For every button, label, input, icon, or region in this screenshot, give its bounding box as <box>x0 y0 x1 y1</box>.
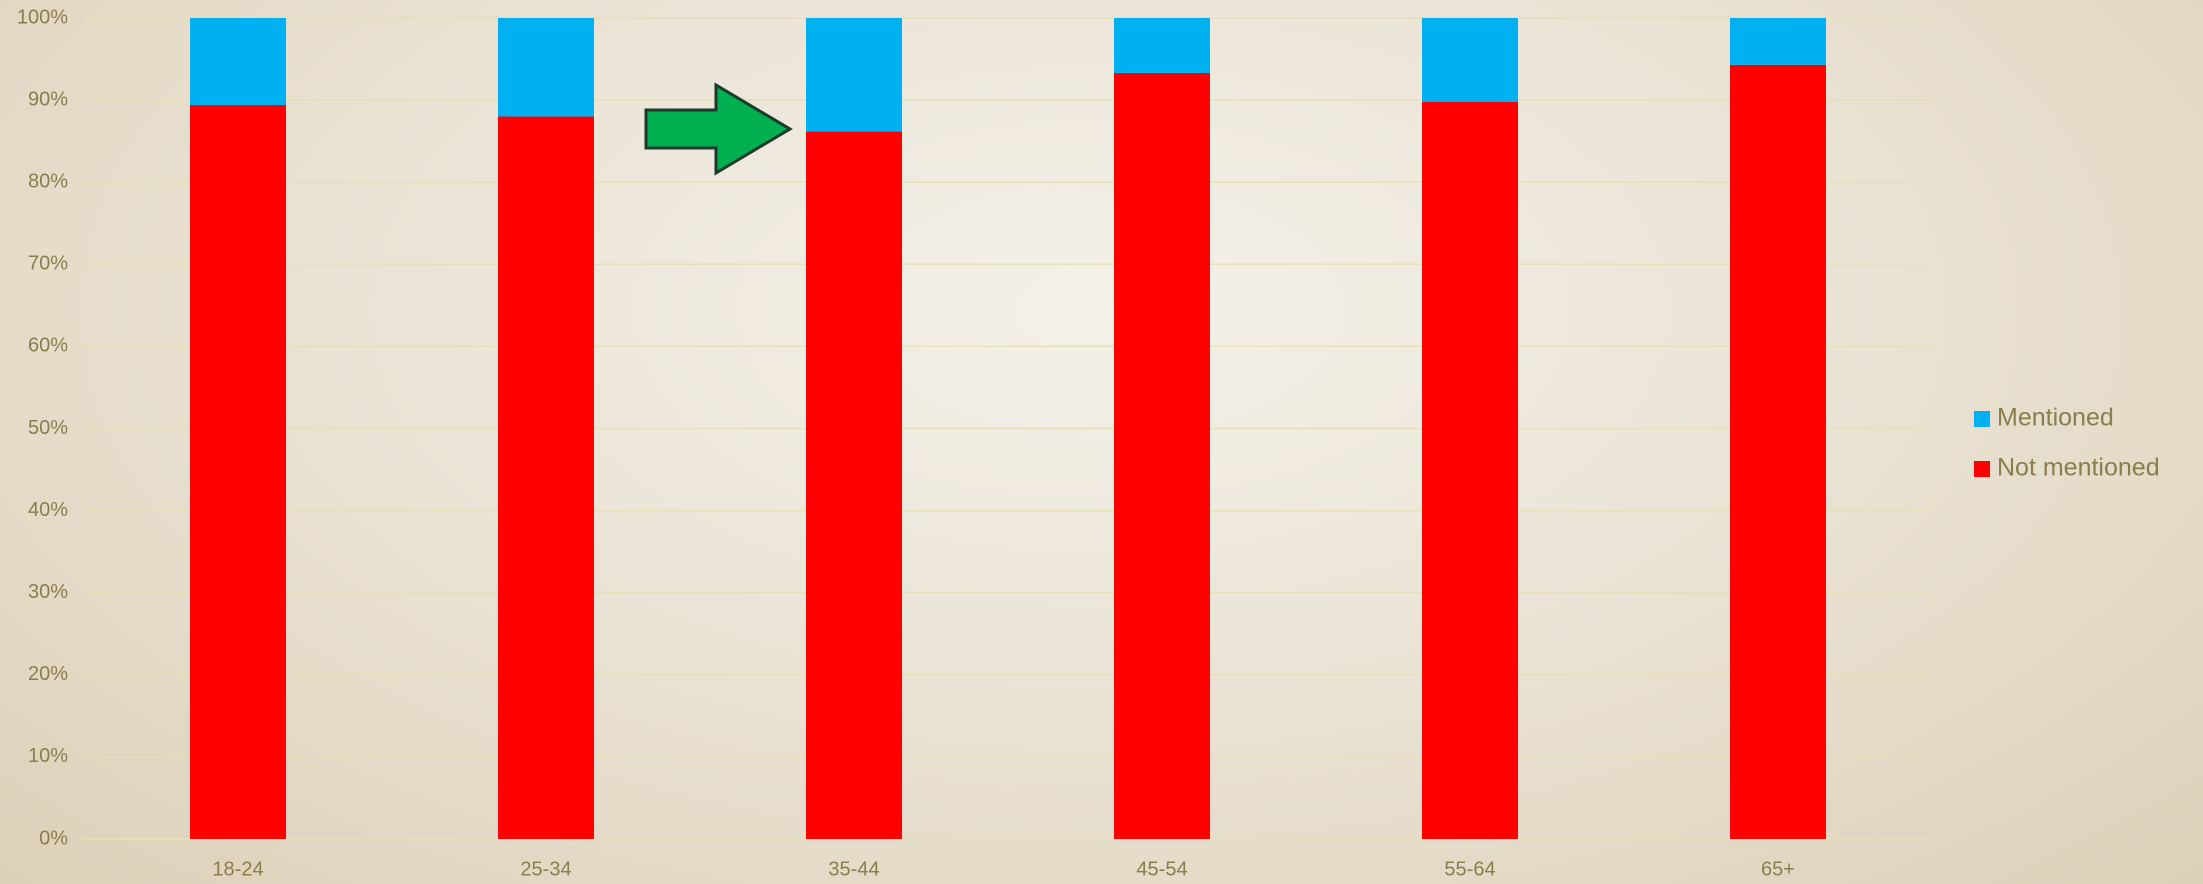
legend-swatch <box>1974 461 1990 477</box>
y-tick-label: 70% <box>28 253 68 275</box>
bar-segment <box>1730 18 1826 65</box>
legend-label: Mentioned <box>1997 404 2114 432</box>
y-tick-label: 50% <box>28 417 68 439</box>
legend-swatch <box>1974 411 1990 427</box>
bar-segment <box>806 18 902 132</box>
bar-segment <box>1422 18 1518 102</box>
y-tick-label: 40% <box>28 499 68 521</box>
y-tick-label: 80% <box>28 170 68 192</box>
y-tick-label: 30% <box>28 581 68 603</box>
y-tick-label: 0% <box>39 827 68 849</box>
legend-label: Not mentioned <box>1997 454 2160 482</box>
x-tick-label: 35-44 <box>828 858 879 880</box>
bar-segment <box>1730 64 1826 839</box>
y-tick-label: 10% <box>28 745 68 767</box>
x-tick-label: 45-54 <box>1136 858 1187 880</box>
arrow-annotation <box>644 82 793 176</box>
y-tick-label: 90% <box>28 88 68 110</box>
y-tick-label: 20% <box>28 663 68 685</box>
x-tick-label: 55-64 <box>1444 858 1495 880</box>
x-tick-label: 18-24 <box>212 858 263 880</box>
bar-segment <box>1422 101 1518 839</box>
x-tick-label: 65+ <box>1761 858 1795 880</box>
x-tick-label: 25-34 <box>520 858 571 880</box>
bar-segment <box>806 131 902 840</box>
bar-segment <box>498 18 594 117</box>
y-tick-label: 60% <box>28 335 68 357</box>
bar-segment <box>1114 73 1210 839</box>
bar-segment <box>190 18 286 106</box>
bar-segment <box>1114 18 1210 74</box>
bar-segment <box>190 105 286 839</box>
y-tick-label: 100% <box>17 6 68 28</box>
bar-segment <box>498 116 594 839</box>
